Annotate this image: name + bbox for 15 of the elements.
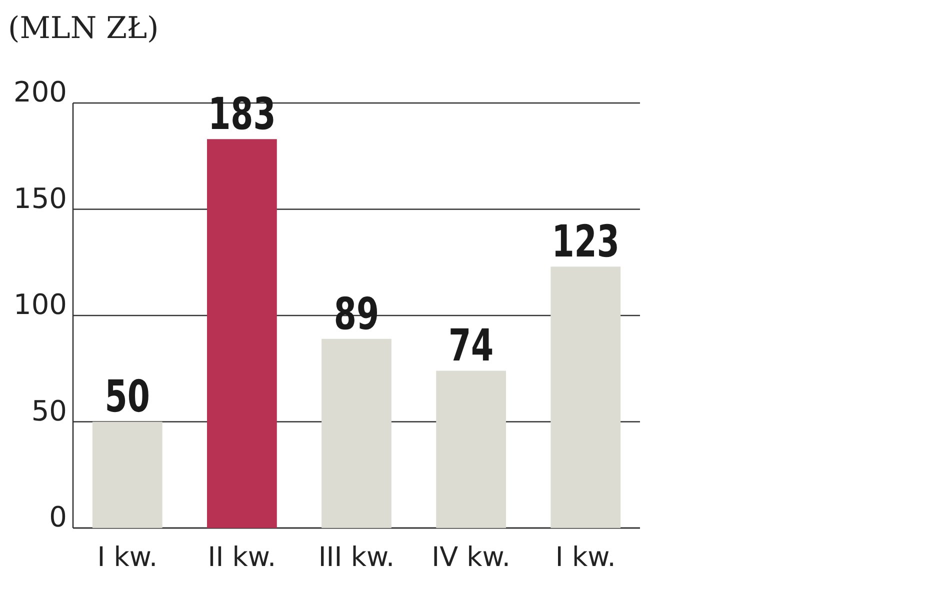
y-tick-label: 150	[14, 182, 67, 215]
x-tick-label: I kw.	[97, 542, 158, 573]
y-tick-label: 0	[49, 500, 67, 534]
data-label: 74	[448, 321, 494, 372]
x-tick-label: IV kw.	[432, 542, 510, 573]
y-tick-label: 50	[31, 394, 67, 428]
x-tick-label: I kw.	[555, 542, 616, 573]
data-label: 50	[104, 372, 150, 423]
data-label: 183	[208, 90, 276, 140]
x-tick-label: II kw.	[208, 542, 276, 573]
chart-title: (MLN ZŁ)	[8, 11, 159, 46]
data-label: 123	[552, 217, 620, 268]
y-tick-label: 100	[14, 288, 67, 322]
y-tick-label: 200	[14, 76, 67, 109]
x-tick-label: III kw.	[318, 542, 395, 573]
